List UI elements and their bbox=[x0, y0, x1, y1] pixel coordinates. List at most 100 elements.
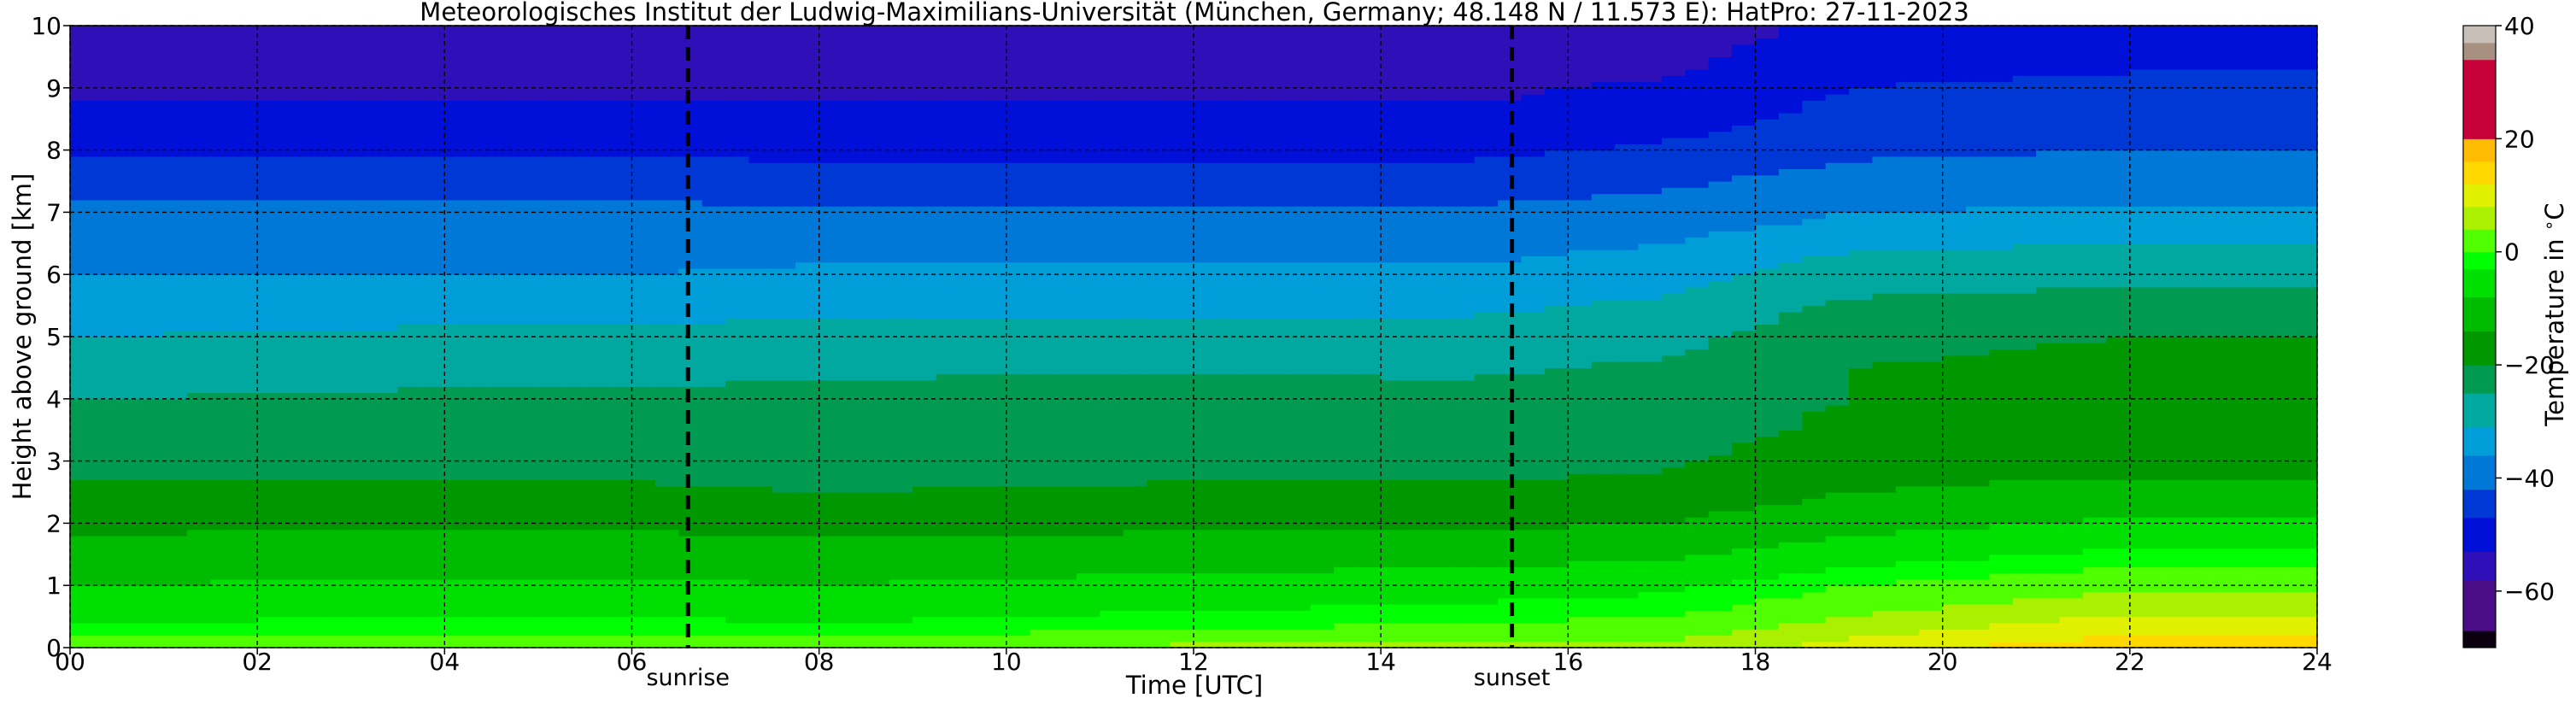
heatmap-cell bbox=[983, 411, 1007, 419]
heatmap-cell bbox=[233, 243, 258, 250]
heatmap-cell bbox=[1217, 155, 1241, 163]
heatmap-cell bbox=[912, 405, 937, 412]
heatmap-cell bbox=[772, 616, 796, 624]
heatmap-cell bbox=[444, 243, 469, 250]
heatmap-cell bbox=[678, 379, 703, 387]
heatmap-cell bbox=[374, 162, 399, 170]
heatmap-cell bbox=[537, 181, 562, 188]
heatmap-cell bbox=[303, 81, 328, 89]
heatmap-cell bbox=[1100, 423, 1124, 431]
heatmap-cell bbox=[866, 144, 890, 151]
heatmap-cell bbox=[93, 26, 118, 32]
heatmap-cell bbox=[1123, 38, 1147, 45]
heatmap-cell bbox=[1030, 75, 1054, 83]
heatmap-cell bbox=[678, 56, 703, 64]
heatmap-cell bbox=[350, 479, 375, 487]
heatmap-cell bbox=[866, 455, 890, 462]
heatmap-cell bbox=[608, 112, 633, 120]
heatmap-cell bbox=[1030, 635, 1054, 642]
heatmap-cell bbox=[303, 255, 328, 263]
heatmap-cell bbox=[701, 343, 726, 350]
heatmap-cell bbox=[140, 187, 165, 195]
heatmap-cell bbox=[1147, 267, 1171, 275]
heatmap-cell bbox=[795, 330, 820, 337]
heatmap-cell bbox=[959, 218, 984, 226]
heatmap-cell bbox=[163, 572, 188, 580]
heatmap-cell bbox=[1100, 337, 1124, 343]
heatmap-cell bbox=[959, 212, 984, 220]
heatmap-cell bbox=[889, 106, 913, 114]
heatmap-cell bbox=[397, 81, 422, 89]
heatmap-cell bbox=[186, 492, 211, 499]
heatmap-cell bbox=[631, 138, 656, 144]
heatmap-cell bbox=[654, 138, 679, 144]
heatmap-cell bbox=[912, 249, 937, 256]
heatmap-cell bbox=[936, 243, 960, 250]
heatmap-cell bbox=[1077, 622, 1101, 630]
heatmap-cell bbox=[116, 379, 141, 387]
heatmap-cell bbox=[795, 119, 820, 126]
heatmap-cell bbox=[725, 635, 750, 642]
heatmap-cell bbox=[140, 461, 165, 468]
heatmap-cell bbox=[350, 523, 375, 531]
heatmap-cell bbox=[725, 68, 750, 76]
heatmap-cell bbox=[140, 231, 165, 238]
heatmap-cell bbox=[866, 286, 890, 294]
heatmap-cell bbox=[819, 125, 843, 132]
heatmap-cell bbox=[514, 436, 539, 443]
heatmap-cell bbox=[233, 504, 258, 512]
heatmap-cell bbox=[537, 50, 562, 57]
heatmap-cell bbox=[397, 138, 422, 144]
heatmap-cell bbox=[561, 174, 586, 182]
heatmap-cell bbox=[983, 510, 1007, 518]
heatmap-cell bbox=[374, 299, 399, 307]
heatmap-cell bbox=[1100, 523, 1124, 531]
heatmap-cell bbox=[280, 398, 305, 406]
heatmap-cell bbox=[327, 68, 352, 76]
heatmap-cell bbox=[678, 535, 703, 543]
heatmap-cell bbox=[163, 50, 188, 57]
heatmap-cell bbox=[889, 449, 913, 455]
heatmap-cell bbox=[397, 510, 422, 518]
heatmap-cell bbox=[1194, 504, 1218, 512]
heatmap-cell bbox=[467, 249, 492, 256]
heatmap-cell bbox=[654, 436, 679, 443]
heatmap-cell bbox=[1100, 56, 1124, 64]
heatmap-cell bbox=[654, 150, 679, 157]
heatmap-cell bbox=[491, 479, 516, 487]
heatmap-cell bbox=[280, 417, 305, 425]
heatmap-cell bbox=[701, 162, 726, 170]
heatmap-cell bbox=[1217, 479, 1241, 487]
heatmap-cell bbox=[140, 119, 165, 126]
heatmap-cell bbox=[1123, 585, 1147, 593]
heatmap-cell bbox=[819, 50, 843, 57]
heatmap-cell bbox=[1006, 50, 1030, 57]
heatmap-cell bbox=[444, 517, 469, 524]
heatmap-cell bbox=[140, 529, 165, 537]
heatmap-cell bbox=[1030, 591, 1054, 599]
heatmap-cell bbox=[350, 131, 375, 138]
heatmap-cell bbox=[491, 106, 516, 114]
heatmap-cell bbox=[210, 455, 235, 462]
heatmap-cell bbox=[257, 280, 282, 288]
heatmap-cell bbox=[444, 585, 469, 593]
heatmap-cell bbox=[1147, 75, 1171, 83]
heatmap-cell bbox=[936, 318, 960, 326]
heatmap-cell bbox=[631, 504, 656, 512]
heatmap-cell bbox=[116, 26, 141, 32]
heatmap-cell bbox=[748, 492, 773, 499]
heatmap-cell bbox=[631, 466, 656, 474]
heatmap-cell bbox=[514, 610, 539, 618]
heatmap-cell bbox=[444, 318, 469, 326]
heatmap-cell bbox=[280, 38, 305, 45]
heatmap-cell bbox=[631, 361, 656, 368]
heatmap-cell bbox=[725, 392, 750, 400]
heatmap-cell bbox=[514, 231, 539, 238]
heatmap-cell bbox=[936, 68, 960, 76]
heatmap-cell bbox=[350, 423, 375, 431]
heatmap-cell bbox=[233, 193, 258, 201]
heatmap-cell bbox=[1217, 138, 1241, 144]
heatmap-cell bbox=[210, 119, 235, 126]
heatmap-cell bbox=[959, 162, 984, 170]
heatmap-cell bbox=[795, 485, 820, 493]
